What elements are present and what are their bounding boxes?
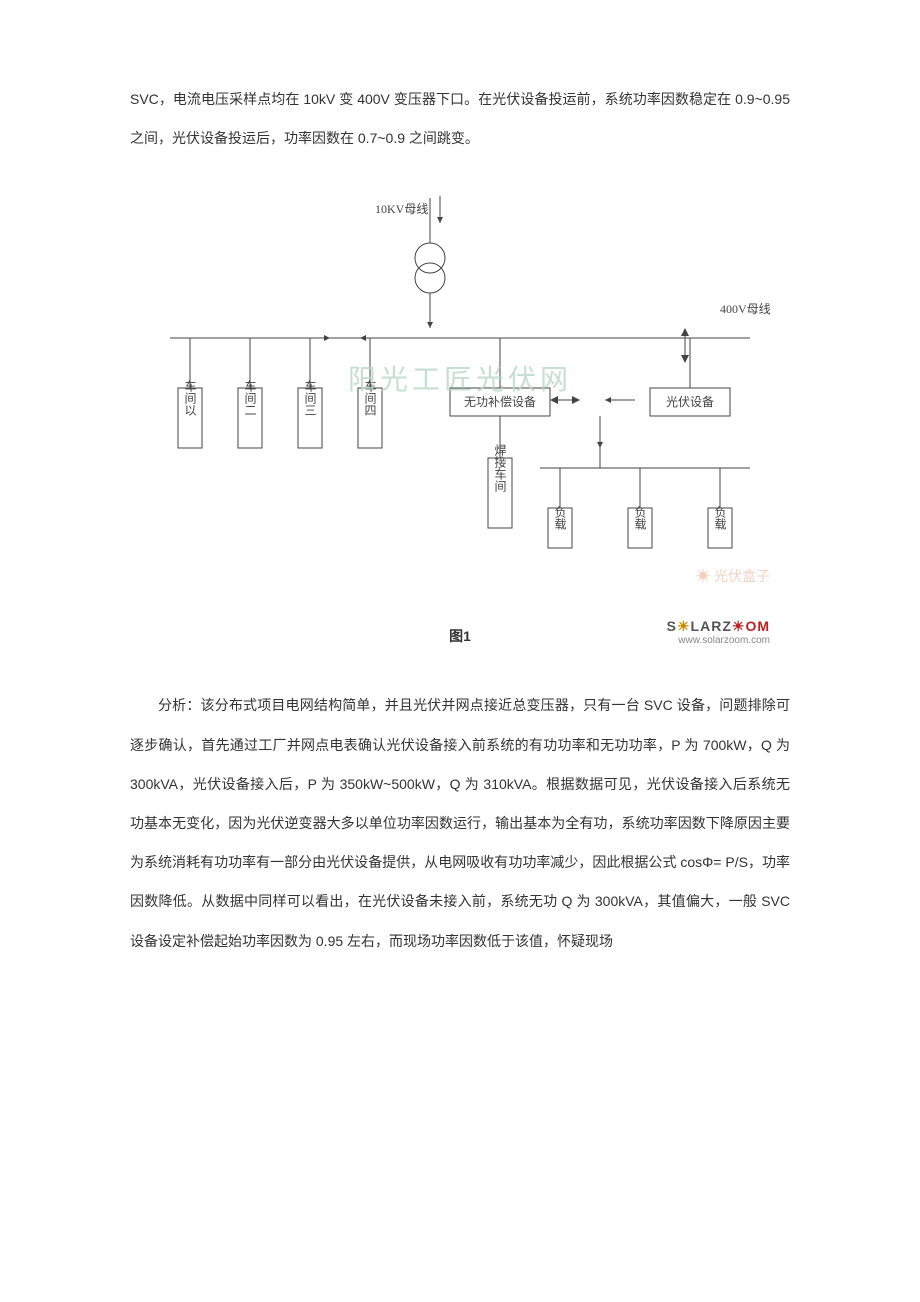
- circuit-diagram-svg: 10KV母线 400V母线 车间以 车间二 车间三: [130, 188, 790, 618]
- paragraph-1: SVC，电流电压采样点均在 10kV 变 400V 变压器下口。在光伏设备投运前…: [130, 80, 790, 158]
- label-load-1: 负载: [553, 506, 567, 531]
- logo-part-larz: LARZ: [691, 618, 732, 634]
- transformer-coil-bottom: [415, 263, 445, 293]
- label-pv: 光伏设备: [666, 395, 714, 409]
- logo-part-sun1: ☀: [677, 618, 691, 634]
- logo-part-s: S: [667, 618, 677, 634]
- watermark-bottom-right: ☀ 光伏盒子: [696, 566, 770, 586]
- label-welding: 焊接车间: [493, 443, 507, 492]
- label-load-3: 负载: [713, 506, 727, 531]
- watermark-center-text: 阳光工匠光伏网: [348, 358, 572, 398]
- logo-block: S☀LARZ☀OM www.solarzoom.com: [667, 618, 770, 646]
- label-workshop-1: 车间以: [183, 379, 197, 416]
- logo-part-om: OM: [745, 618, 770, 634]
- logo-url: www.solarzoom.com: [667, 635, 770, 646]
- logo-part-sun2: ☀: [732, 618, 746, 634]
- logo-text: S☀LARZ☀OM: [667, 618, 770, 635]
- paragraph-2: 分析：该分布式项目电网结构简单，并且光伏并网点接近总变压器，只有一台 SVC 设…: [130, 686, 790, 960]
- transformer-coil-top: [415, 243, 445, 273]
- label-workshop-3: 车间三: [303, 379, 317, 416]
- label-workshop-2: 车间二: [243, 379, 257, 416]
- figure-1-container: 阳光工匠光伏网 10KV母线 400V母线 车间以: [130, 188, 790, 646]
- label-10kv-bus: 10KV母线: [375, 202, 428, 216]
- label-400v-bus: 400V母线: [720, 302, 771, 316]
- label-load-2: 负载: [633, 506, 647, 531]
